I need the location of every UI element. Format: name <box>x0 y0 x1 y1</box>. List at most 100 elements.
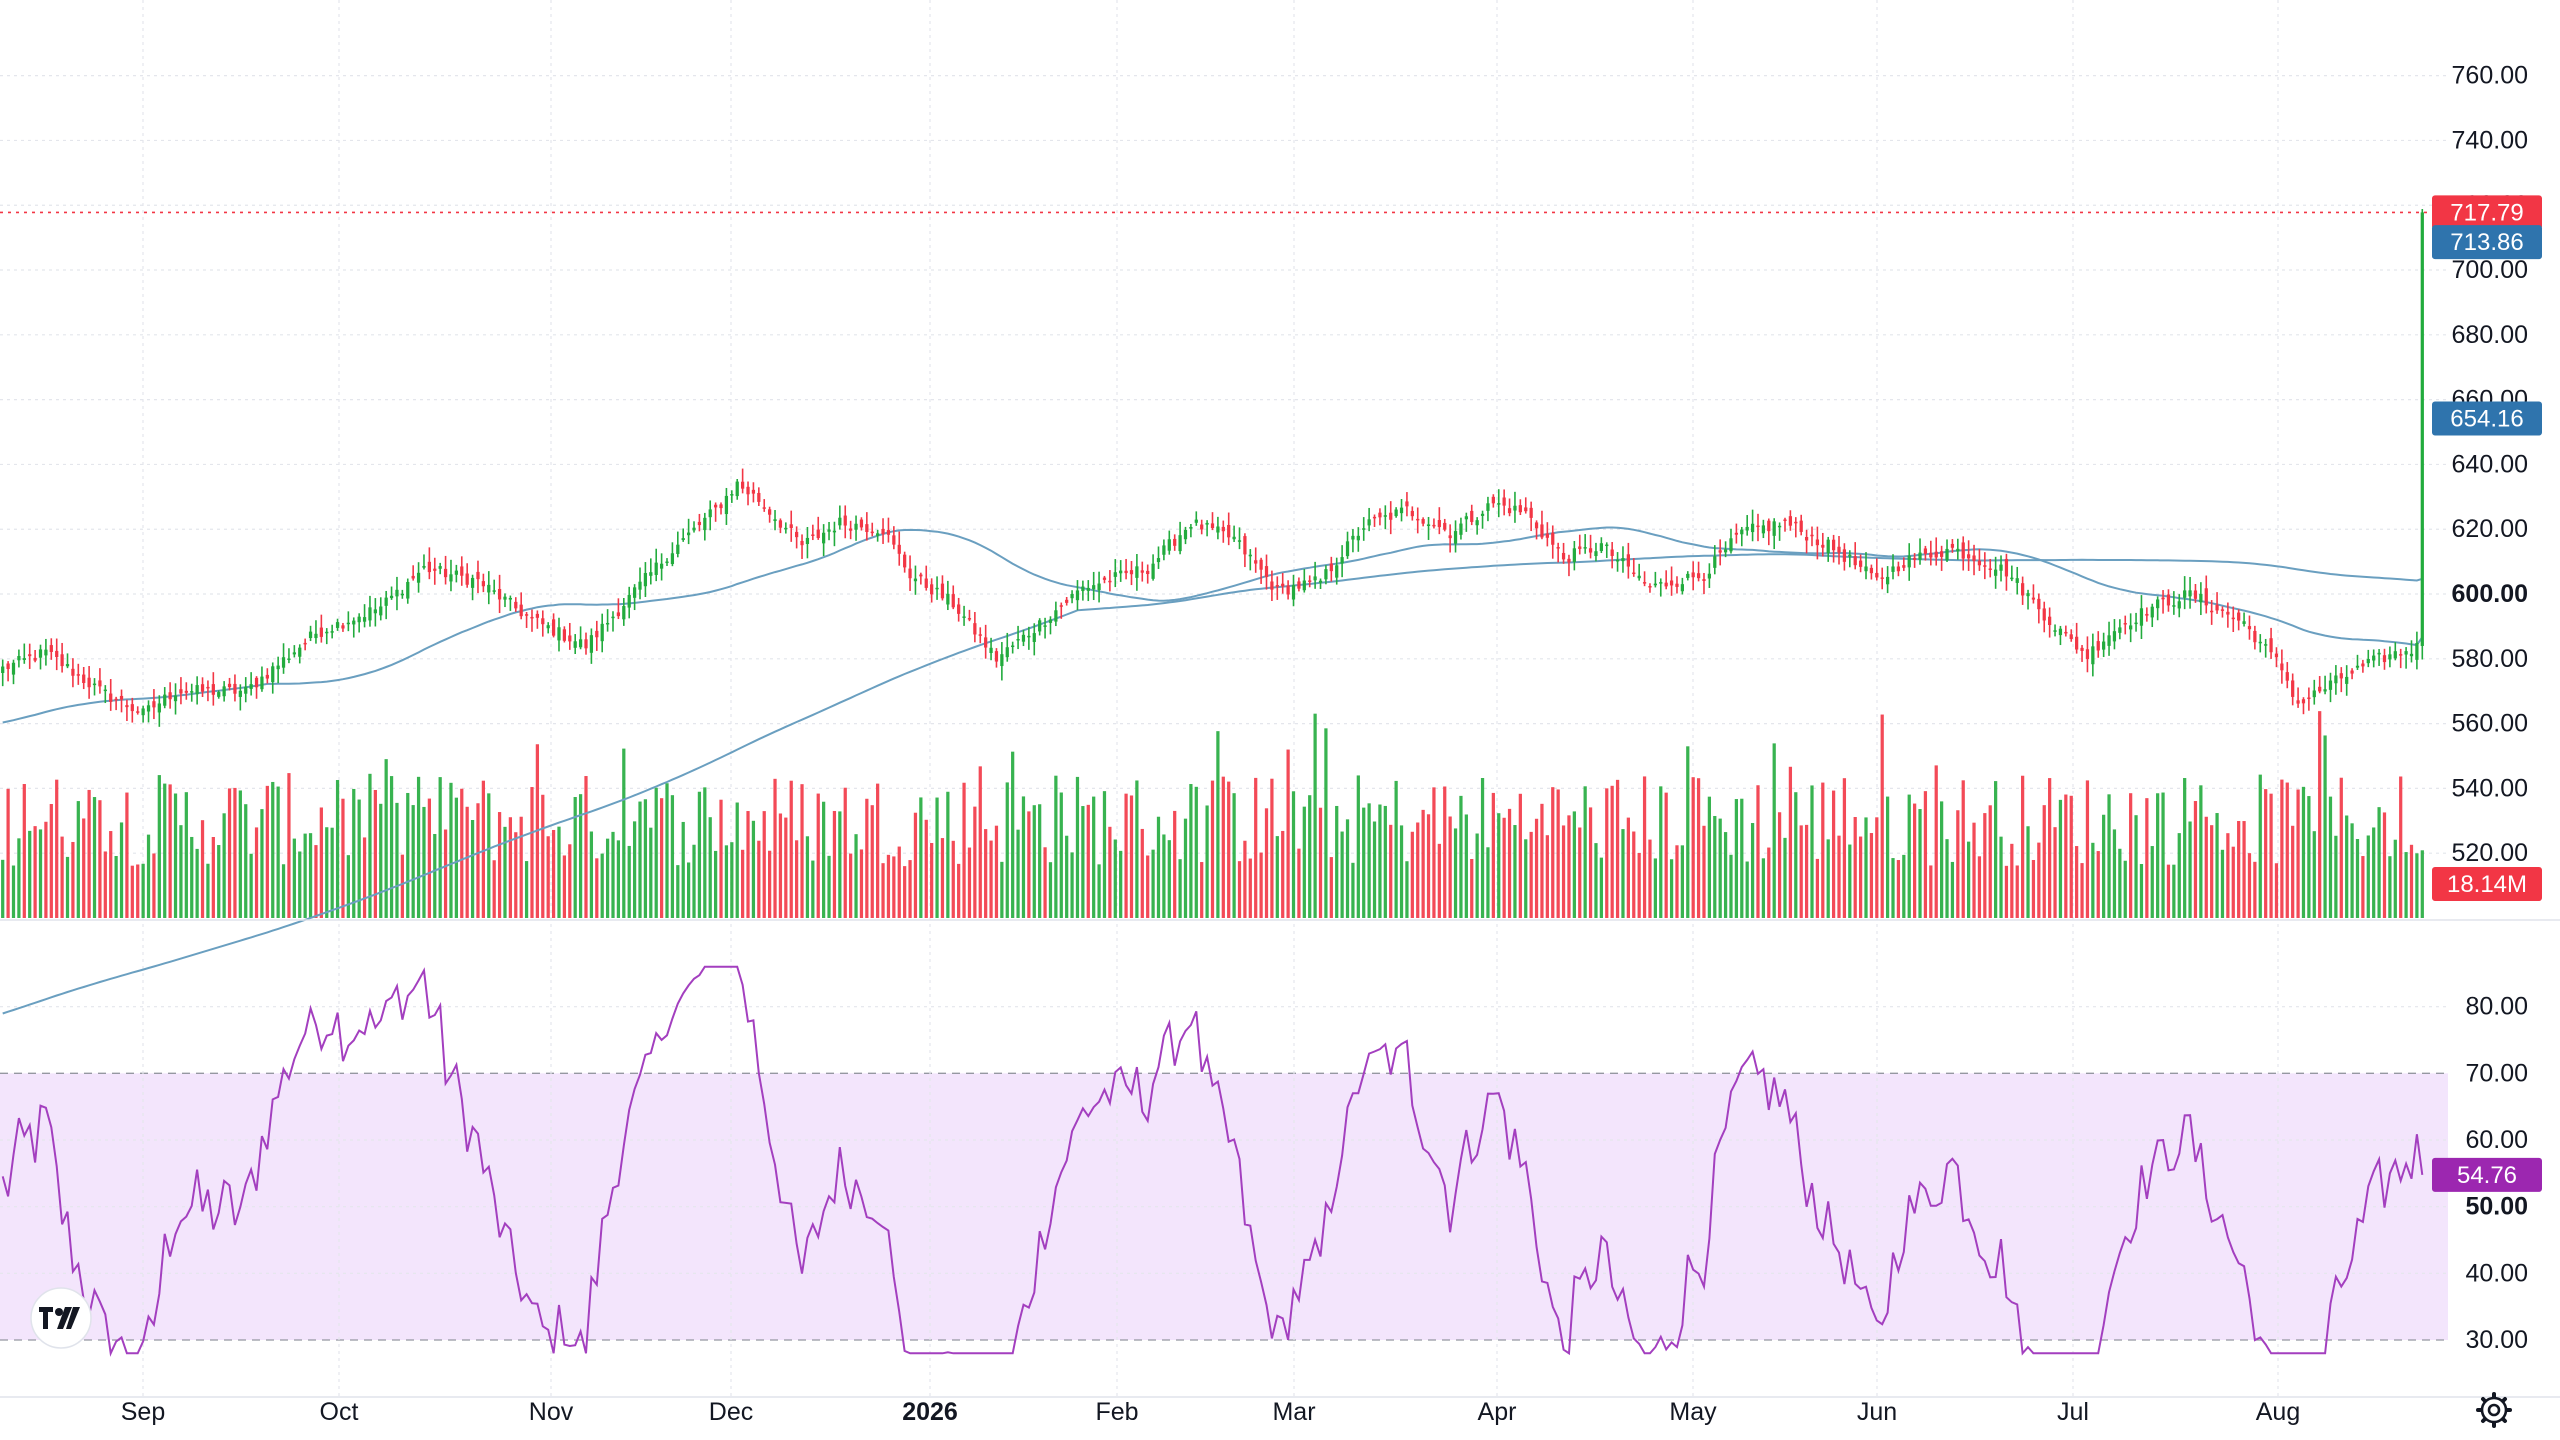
candle[interactable] <box>1869 564 1874 580</box>
candle[interactable] <box>1286 580 1290 600</box>
candle[interactable] <box>271 662 275 694</box>
candle[interactable] <box>2393 642 2397 661</box>
candle[interactable] <box>805 527 810 559</box>
candle[interactable] <box>1902 557 1906 572</box>
candle[interactable] <box>1356 527 1360 552</box>
candle[interactable] <box>681 528 685 542</box>
candle[interactable] <box>832 521 837 547</box>
candle[interactable] <box>1686 571 1690 581</box>
candle[interactable] <box>697 513 702 532</box>
candle[interactable] <box>1448 524 1452 553</box>
candle[interactable] <box>886 517 891 543</box>
candle[interactable] <box>1156 546 1161 569</box>
candle[interactable] <box>967 609 972 622</box>
candle[interactable] <box>1545 522 1549 547</box>
candle[interactable] <box>1891 554 1895 580</box>
candle[interactable] <box>1950 539 1955 553</box>
candle[interactable] <box>957 597 961 622</box>
candle[interactable] <box>1162 539 1166 561</box>
candle[interactable] <box>1804 529 1809 554</box>
candle[interactable] <box>1983 552 1987 580</box>
candle[interactable] <box>1810 526 1814 547</box>
candle[interactable] <box>1497 489 1501 518</box>
candle[interactable] <box>1302 569 1306 593</box>
candle[interactable] <box>2118 619 2122 640</box>
candle[interactable] <box>1783 517 1787 532</box>
candle[interactable] <box>1005 632 1009 662</box>
candle[interactable] <box>87 666 91 699</box>
candle[interactable] <box>2004 553 2009 591</box>
candle[interactable] <box>1362 517 1366 541</box>
candle[interactable] <box>1491 494 1495 508</box>
candle[interactable] <box>1178 521 1182 555</box>
candle[interactable] <box>827 521 831 541</box>
candle[interactable] <box>892 526 896 550</box>
candle[interactable] <box>2404 647 2408 669</box>
candle[interactable] <box>1237 527 1242 550</box>
candle[interactable] <box>2291 673 2295 706</box>
settings-gear-icon[interactable] <box>2476 1392 2512 1428</box>
candle[interactable] <box>578 626 583 650</box>
candle[interactable] <box>1453 520 1458 553</box>
candle[interactable] <box>1000 642 1004 681</box>
candle[interactable] <box>1027 626 1031 650</box>
candle[interactable] <box>1534 520 1539 540</box>
candle[interactable] <box>125 699 129 721</box>
candle[interactable] <box>1291 574 1296 607</box>
candle[interactable] <box>1318 578 1323 589</box>
candle[interactable] <box>1513 491 1517 523</box>
candle[interactable] <box>254 676 259 699</box>
candle[interactable] <box>1772 518 1776 550</box>
candle[interactable] <box>557 617 561 652</box>
candle[interactable] <box>692 521 696 533</box>
candle[interactable] <box>292 645 296 658</box>
candle[interactable] <box>1405 492 1409 517</box>
candle[interactable] <box>481 573 485 593</box>
candle[interactable] <box>1135 554 1139 591</box>
candle[interactable] <box>190 683 194 702</box>
candle[interactable] <box>384 590 388 620</box>
candle[interactable] <box>789 510 793 542</box>
candle[interactable] <box>28 643 32 669</box>
candle[interactable] <box>935 576 939 600</box>
candle[interactable] <box>2372 649 2376 668</box>
candle[interactable] <box>1011 641 1015 654</box>
candle[interactable] <box>1075 580 1080 611</box>
candle[interactable] <box>757 487 761 506</box>
candle[interactable] <box>2091 633 2095 677</box>
candle[interactable] <box>703 512 707 541</box>
candle[interactable] <box>1669 566 1674 596</box>
candle[interactable] <box>2296 687 2300 708</box>
candle[interactable] <box>1345 531 1350 559</box>
candle[interactable] <box>1610 541 1614 569</box>
candle[interactable] <box>1254 547 1258 573</box>
candle[interactable] <box>1961 536 1965 571</box>
candle[interactable] <box>1988 558 1992 578</box>
candle[interactable] <box>1664 570 1668 590</box>
candle[interactable] <box>2210 600 2214 625</box>
candle[interactable] <box>1578 534 1582 555</box>
candle[interactable] <box>2085 636 2090 673</box>
candle[interactable] <box>1389 501 1393 535</box>
candle[interactable] <box>1994 556 1998 589</box>
candle[interactable] <box>1259 557 1263 584</box>
candle[interactable] <box>379 597 383 621</box>
candle[interactable] <box>2096 631 2100 658</box>
candle[interactable] <box>249 672 253 696</box>
candle[interactable] <box>443 555 448 585</box>
candle[interactable] <box>1626 542 1630 579</box>
candle[interactable] <box>1502 489 1506 516</box>
candle[interactable] <box>622 598 626 626</box>
candle[interactable] <box>638 567 642 600</box>
candle[interactable] <box>2301 697 2306 715</box>
candle[interactable] <box>1648 583 1652 593</box>
candle[interactable] <box>152 689 156 720</box>
candle[interactable] <box>2177 594 2181 618</box>
candle[interactable] <box>1113 559 1117 588</box>
candle[interactable] <box>1826 536 1830 562</box>
candle[interactable] <box>508 595 513 611</box>
candle[interactable] <box>1518 499 1522 516</box>
candle[interactable] <box>649 558 653 585</box>
candle[interactable] <box>1054 601 1058 627</box>
candle[interactable] <box>2399 648 2403 669</box>
